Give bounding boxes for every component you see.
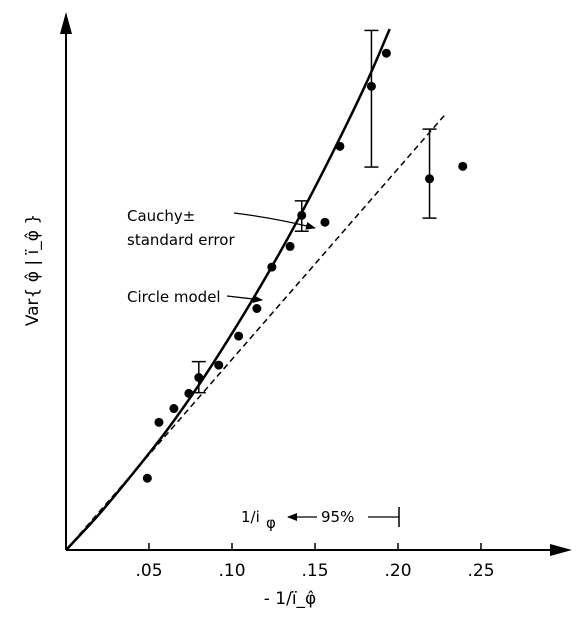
marker-subscript: φ xyxy=(266,514,276,532)
data-point xyxy=(234,331,244,341)
percent-label: 95% xyxy=(321,508,354,526)
x-ticks: .05 .10 .15 .20 .25 xyxy=(135,543,495,581)
x-tick-label: .25 xyxy=(467,561,494,581)
data-point xyxy=(142,473,152,483)
data-point xyxy=(267,262,277,272)
circle-model-label: Circle model xyxy=(127,288,221,306)
x-tick-label: .15 xyxy=(301,561,328,581)
data-point xyxy=(425,174,435,184)
data-point xyxy=(184,388,194,398)
error-bars xyxy=(191,29,437,394)
cauchy-arrow xyxy=(233,212,316,230)
marker-label: 1/i xyxy=(241,508,260,526)
data-point xyxy=(381,48,391,58)
y-axis-label: Var{ φ̂ | ï_φ̂ } xyxy=(23,214,43,326)
x-axis-arrow xyxy=(550,544,572,556)
data-point xyxy=(366,81,376,91)
x-axis-label: - 1/ï_φ̂ xyxy=(264,589,317,609)
data-point xyxy=(214,360,224,370)
y-axis-arrow xyxy=(60,12,72,34)
data-point xyxy=(458,161,468,171)
cauchy-label-line1: Cauchy± xyxy=(127,207,195,225)
data-point xyxy=(285,241,295,251)
data-point xyxy=(194,373,204,382)
x-tick-label: .10 xyxy=(218,561,245,581)
data-point xyxy=(297,210,307,220)
circle-model-arrow xyxy=(226,295,263,303)
data-point xyxy=(169,404,179,414)
data-point xyxy=(154,417,164,427)
x-tick-label: .05 xyxy=(135,561,162,581)
circle-model-curve xyxy=(65,28,391,551)
data-points xyxy=(142,48,468,483)
x-tick-label: .20 xyxy=(384,561,411,581)
data-point xyxy=(320,217,330,227)
dashed-reference-line xyxy=(65,114,446,551)
plot-lines xyxy=(65,28,446,551)
cauchy-label-line2: standard error xyxy=(127,231,235,249)
data-point xyxy=(252,304,262,313)
data-point xyxy=(335,141,345,151)
